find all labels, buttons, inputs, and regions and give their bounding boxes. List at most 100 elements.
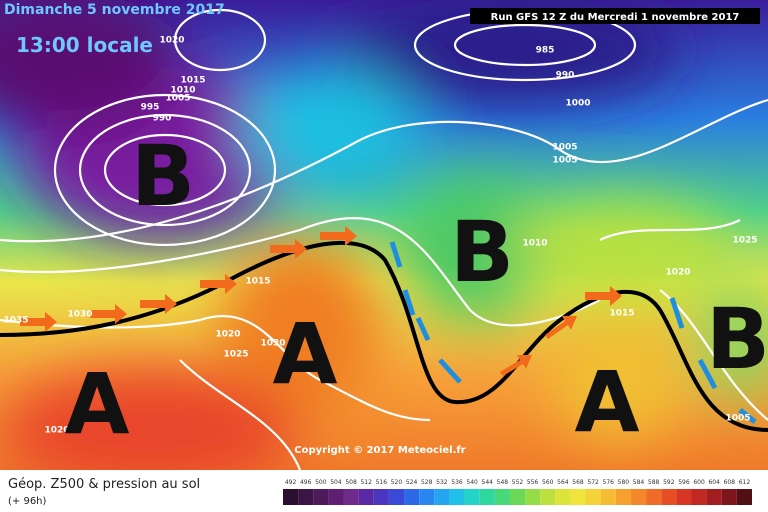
scale-label: 612 bbox=[739, 479, 751, 486]
isobar-label: 1020 bbox=[159, 36, 184, 46]
scale-label: 492 bbox=[285, 479, 297, 486]
isobar-label: 985 bbox=[536, 46, 555, 56]
isobar-label: 1005 bbox=[165, 94, 190, 104]
color-swatch bbox=[691, 489, 707, 505]
scale-label: 500 bbox=[315, 479, 327, 486]
color-swatch bbox=[585, 489, 601, 505]
isobar-label: 1030 bbox=[260, 339, 285, 349]
color-swatch bbox=[555, 489, 571, 505]
scale-label: 544 bbox=[482, 479, 494, 486]
color-swatch bbox=[615, 489, 631, 505]
scale-label: 520 bbox=[391, 479, 403, 486]
color-swatch bbox=[630, 489, 647, 505]
scale-label: 516 bbox=[376, 479, 388, 486]
legend-title: Géop. Z500 & pression au sol bbox=[8, 477, 200, 492]
color-swatch bbox=[706, 489, 722, 505]
color-swatch bbox=[388, 489, 405, 505]
scale-label: 568 bbox=[572, 479, 584, 486]
scale-label: 540 bbox=[466, 479, 478, 486]
isobars bbox=[0, 8, 768, 471]
isobar-label: 1030 bbox=[67, 310, 92, 320]
scale-label: 604 bbox=[708, 479, 720, 486]
color-swatch bbox=[646, 489, 662, 505]
jet-axis bbox=[0, 240, 768, 432]
isobar-label: 1015 bbox=[609, 309, 634, 319]
system-letter: A bbox=[64, 355, 129, 453]
isobar-label: 1010 bbox=[522, 239, 547, 249]
scale-label: 552 bbox=[512, 479, 524, 486]
isobar-label: 1025 bbox=[732, 236, 757, 246]
color-swatch bbox=[479, 489, 495, 505]
scale-label: 608 bbox=[724, 479, 736, 486]
color-swatch bbox=[464, 489, 480, 505]
scale-label: 564 bbox=[557, 479, 569, 486]
system-letter: A bbox=[272, 305, 337, 403]
scale-label: 596 bbox=[678, 479, 690, 486]
scale-label: 524 bbox=[406, 479, 418, 486]
scale-label: 532 bbox=[436, 479, 448, 486]
run-box bbox=[470, 8, 760, 24]
color-swatch bbox=[373, 489, 389, 505]
scale-label: 496 bbox=[300, 479, 312, 486]
color-swatch bbox=[540, 489, 556, 505]
color-swatch bbox=[525, 489, 541, 505]
scale-label: 548 bbox=[497, 479, 509, 486]
height-field bbox=[0, 0, 768, 490]
scale-label: 592 bbox=[663, 479, 675, 486]
color-swatch bbox=[313, 489, 329, 505]
color-swatch bbox=[434, 489, 450, 505]
isobar-label: 990 bbox=[153, 114, 172, 124]
system-letter: A bbox=[574, 353, 639, 451]
run-info: Run GFS 12 Z du Mercredi 1 novembre 2017 bbox=[491, 12, 740, 23]
isobar-label: 1005 bbox=[552, 143, 577, 153]
color-scale: 492 496 500 504 508 512 516 520 524 528 532 536 540 5… bbox=[283, 479, 752, 505]
forecast-date: Dimanche 5 novembre 2017 bbox=[4, 2, 225, 18]
scale-label: 600 bbox=[693, 479, 705, 486]
copyright: Copyright © 2017 Meteociel.fr bbox=[294, 445, 465, 456]
color-swatch bbox=[449, 489, 465, 505]
isobar-label: 1020 bbox=[44, 426, 69, 436]
color-swatch bbox=[343, 489, 359, 505]
color-swatch bbox=[600, 489, 616, 505]
color-swatch bbox=[736, 489, 752, 505]
scale-label: 584 bbox=[633, 479, 645, 486]
system-letter: B bbox=[131, 127, 195, 225]
isobar-label: 1005 bbox=[725, 414, 750, 424]
color-swatch bbox=[328, 489, 344, 505]
isobar-label: 1020 bbox=[665, 268, 690, 278]
color-swatch bbox=[283, 489, 299, 505]
isobar-label: 1015 bbox=[180, 76, 205, 86]
isobar-label: 990 bbox=[556, 71, 575, 81]
scale-label: 528 bbox=[421, 479, 433, 486]
isobar-label: 1015 bbox=[245, 277, 270, 287]
scale-label: 504 bbox=[330, 479, 342, 486]
scale-label: 588 bbox=[648, 479, 660, 486]
isobar-label: 1025 bbox=[223, 350, 248, 360]
color-swatch bbox=[509, 489, 526, 505]
forecast-time: 13:00 locale bbox=[16, 33, 153, 57]
isobar-label: 1000 bbox=[565, 99, 590, 109]
color-swatch bbox=[570, 489, 586, 505]
system-letter: B bbox=[706, 290, 768, 388]
scale-label: 508 bbox=[345, 479, 357, 486]
cold-arrows bbox=[389, 241, 757, 424]
isobar-label: 1020 bbox=[215, 330, 240, 340]
isobar-label: 1035 bbox=[3, 316, 28, 326]
scale-label: 512 bbox=[360, 479, 372, 486]
color-swatch bbox=[358, 489, 374, 505]
scale-label: 556 bbox=[527, 479, 539, 486]
color-swatch bbox=[721, 489, 737, 505]
isobar-labels: 1020101510101005995990985990100010051005… bbox=[3, 36, 757, 436]
color-swatch bbox=[676, 489, 692, 505]
system-letter: B bbox=[450, 203, 514, 301]
scale-label: 576 bbox=[603, 479, 615, 486]
scale-label: 572 bbox=[587, 479, 599, 486]
isobar-label: 995 bbox=[141, 103, 160, 113]
color-swatch bbox=[404, 489, 420, 505]
scale-label: 580 bbox=[618, 479, 630, 486]
color-swatch bbox=[419, 489, 435, 505]
isobar-label: 1005 bbox=[552, 156, 577, 166]
color-swatch bbox=[494, 489, 510, 505]
